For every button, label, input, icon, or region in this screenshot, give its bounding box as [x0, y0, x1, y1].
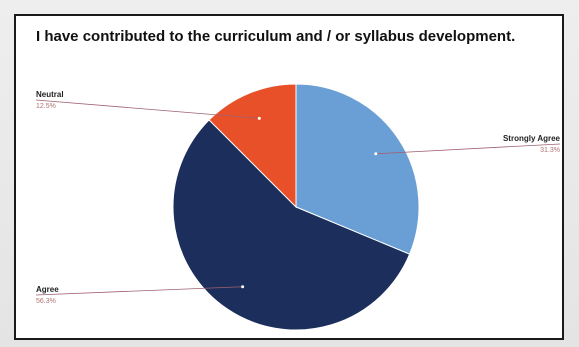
- leader-dot: [257, 116, 261, 120]
- slice-percent: 31.3%: [540, 147, 560, 154]
- leader-dot: [241, 285, 245, 289]
- slice-percent: 12.5%: [36, 103, 56, 110]
- slice-label: Neutral: [36, 90, 64, 99]
- pie-slice-neutral: [208, 83, 297, 209]
- slice-label: Agree: [36, 285, 59, 294]
- leader-line-agree: [35, 286, 243, 296]
- slice-labels: Strongly Agree 31.3% Agree 56.3% Neutral 12.5…: [36, 90, 561, 305]
- leader-line-neutral: [35, 99, 260, 119]
- slice-percent: 56.3%: [36, 298, 56, 305]
- pie-slice-strongly-agree: [295, 83, 420, 255]
- leader-dot: [374, 152, 378, 156]
- slice-label: Strongly Agree: [503, 134, 561, 143]
- chart-title: I have contributed to the curriculum and…: [36, 28, 516, 45]
- pie-slices: [172, 83, 420, 331]
- leader-line-strongly-agree: [375, 143, 561, 155]
- leader-lines: [35, 99, 561, 296]
- pie-slice-agree: [172, 119, 411, 331]
